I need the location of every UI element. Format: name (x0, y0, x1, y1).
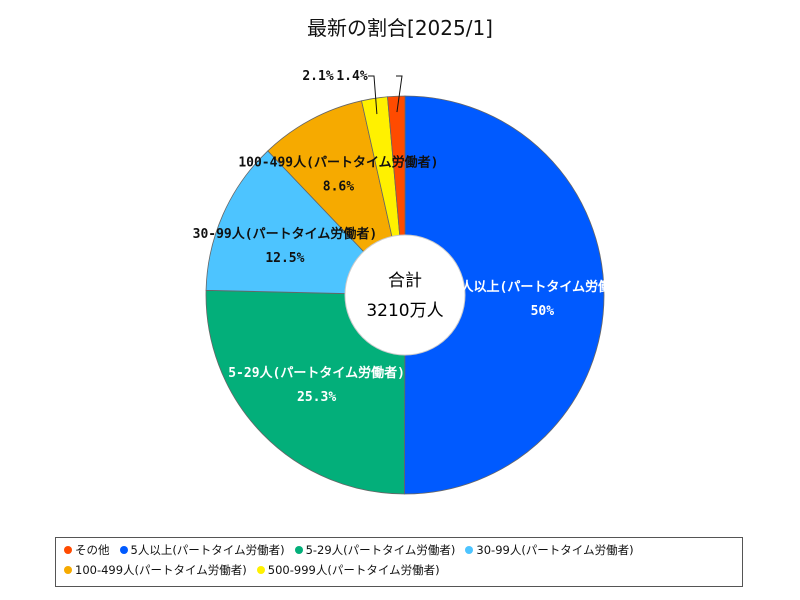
legend-dot-icon (119, 546, 128, 554)
slice-value-label-4: 8.6% (323, 179, 354, 194)
slice-labels: 5人以上(パートタイム労働者) 50% 5-29人(パートタイム労働者) 25.3% 3… (193, 69, 632, 405)
legend-label: その他 (75, 543, 110, 557)
donut-hole (344, 234, 466, 356)
center-label-value: 3210万人 (366, 301, 443, 321)
leader-lines (368, 75, 403, 115)
legend-label: 500-999人(パートタイム労働者) (267, 563, 440, 577)
center-label-total: 合計 (388, 271, 422, 291)
slice-value-label-1: 50% (531, 304, 555, 319)
legend-label: 5-29人(パートタイム労働者) (305, 543, 456, 557)
slice-name-label-4: 100-499人(パートタイム労働者) (238, 154, 438, 170)
legend-dot-icon (64, 546, 72, 554)
legend-item-5: 500-999人(パートタイム労働者) (256, 562, 440, 578)
legend-label: 30-99人(パートタイム労働者) (476, 543, 634, 557)
legend-label: 100-499人(パートタイム労働者) (75, 563, 247, 577)
legend-item-1: 5人以上(パートタイム労働者) (119, 542, 285, 558)
slice-name-label-2: 5-29人(パートタイム労働者) (228, 365, 405, 381)
legend: その他 5人以上(パートタイム労働者) 5-29人(パートタイム労働者) 30-99人… (55, 537, 743, 587)
pie-chart: 合計 3210万人 5人以上(パートタイム労働者) 50% 5-29人(パートタイム… (192, 69, 632, 495)
leader-line-0 (396, 75, 403, 113)
legend-item-3: 30-99人(パートタイム労働者) (465, 542, 634, 558)
legend-dot-icon (294, 546, 303, 554)
legend-item-2: 5-29人(パートタイム労働者) (294, 542, 456, 558)
legend-label: 5人以上(パートタイム労働者) (130, 543, 285, 557)
legend-dot-icon (64, 566, 72, 574)
slice-value-label-3: 12.5% (265, 251, 304, 266)
leader-line-5 (368, 75, 378, 115)
legend-item-0: その他 (64, 542, 110, 558)
legend-dot-icon (465, 546, 474, 554)
legend-item-4: 100-499人(パートタイム労働者) (64, 562, 247, 578)
slice-value-label-2: 25.3% (297, 390, 336, 405)
pie-slice-2 (205, 289, 406, 495)
pie-slice-1 (403, 95, 605, 495)
slice-small-label-0: 1.4% (336, 69, 367, 84)
slice-name-label-1: 5人以上(パートタイム労働者) (453, 279, 632, 295)
legend-dot-icon (256, 566, 265, 574)
slice-small-label-5: 2.1% (302, 69, 333, 84)
slice-name-label-3: 30-99人(パートタイム労働者) (193, 226, 378, 242)
chart-title: 最新の割合[2025/1] (307, 16, 493, 40)
pie-slice-3 (205, 150, 406, 296)
